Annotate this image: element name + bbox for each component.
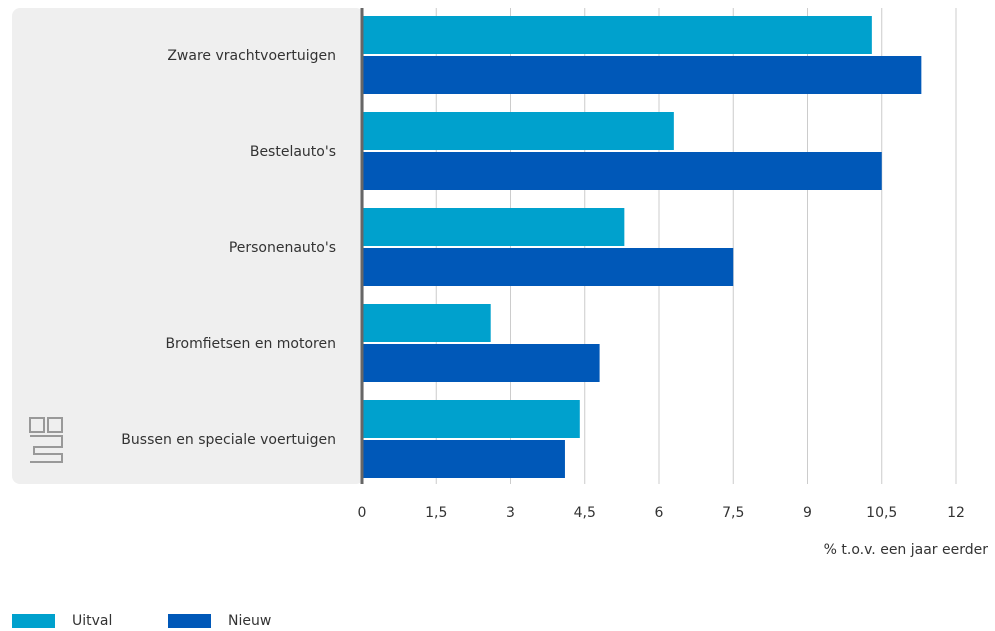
bar bbox=[362, 16, 872, 54]
x-tick-label: 9 bbox=[803, 505, 812, 521]
y-tick-label: Bussen en speciale voertuigen bbox=[121, 432, 336, 448]
x-tick-label: 7,5 bbox=[722, 505, 744, 521]
x-tick-label: 1,5 bbox=[425, 505, 447, 521]
y-tick-label: Zware vrachtvoertuigen bbox=[167, 48, 336, 64]
bar bbox=[362, 304, 491, 342]
x-tick-label: 0 bbox=[358, 505, 367, 521]
label-panel bbox=[12, 8, 364, 484]
bar bbox=[362, 440, 565, 478]
legend-label: Uitval bbox=[72, 613, 112, 629]
x-tick-label: 3 bbox=[506, 505, 515, 521]
legend-swatch bbox=[12, 614, 55, 628]
x-tick-label: 4,5 bbox=[574, 505, 596, 521]
legend-swatch bbox=[168, 614, 211, 628]
bar bbox=[362, 152, 882, 190]
bar bbox=[362, 112, 674, 150]
y-tick-label: Bestelauto's bbox=[250, 144, 336, 160]
legend-label: Nieuw bbox=[228, 613, 271, 629]
bar bbox=[362, 56, 922, 94]
bar bbox=[362, 344, 600, 382]
cbs-logo bbox=[29, 417, 63, 463]
x-tick-label: 10,5 bbox=[866, 505, 897, 521]
y-tick-label: Bromfietsen en motoren bbox=[165, 336, 336, 352]
y-tick-label: Personenauto's bbox=[229, 240, 336, 256]
x-axis-label: % t.o.v. een jaar eerder bbox=[824, 542, 989, 558]
x-tick-label: 12 bbox=[947, 505, 965, 521]
x-tick-label: 6 bbox=[655, 505, 664, 521]
bar bbox=[362, 208, 625, 246]
bar bbox=[362, 248, 734, 286]
bar bbox=[362, 400, 580, 438]
